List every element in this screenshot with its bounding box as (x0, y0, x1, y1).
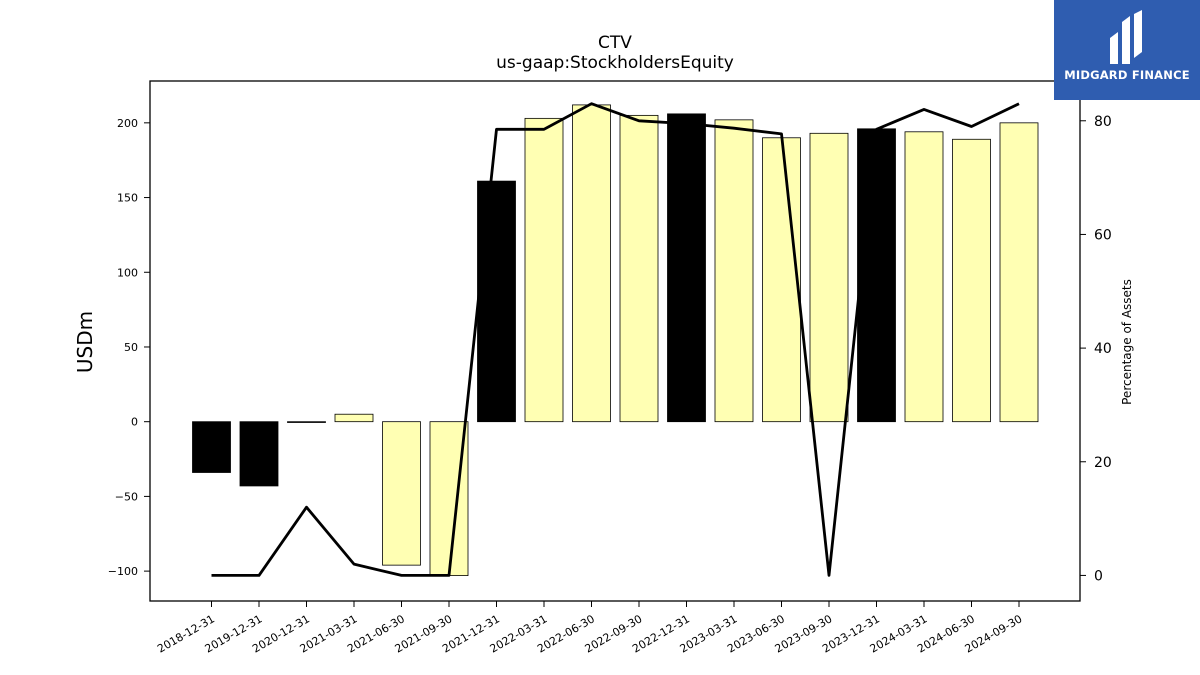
bar (857, 128, 896, 423)
y-tick-label: −100 (108, 565, 138, 578)
y-tick-label: 0 (131, 416, 138, 429)
y-tick-label: 150 (117, 192, 138, 205)
y-tick-label: −50 (115, 490, 138, 503)
y2-tick-label: 0 (1094, 568, 1103, 584)
y2-tick-label: 60 (1094, 227, 1112, 243)
midgard-finance-logo: MIDGARD FINANCE (1054, 0, 1200, 100)
bar (904, 131, 944, 423)
y2-tick-label: 80 (1094, 114, 1112, 130)
logo-mark-icon (1110, 10, 1142, 64)
y2-axis-label: Percentage of Assets (1120, 279, 1134, 405)
bar (524, 117, 564, 423)
chart-title: CTV (598, 33, 632, 53)
percentage-line (211, 102, 1020, 577)
bar (572, 104, 611, 423)
line-layer (211, 102, 1020, 577)
bar (952, 138, 991, 423)
logo-text: MIDGARD FINANCE (1064, 68, 1190, 82)
y-tick-label: 50 (124, 341, 138, 354)
bar (667, 113, 706, 423)
bar (999, 122, 1039, 423)
bar (287, 421, 326, 423)
y2-tick-label: 20 (1094, 455, 1112, 471)
chart-subtitle: us-gaap:StockholdersEquity (496, 53, 734, 73)
y-tick-label: 200 (117, 117, 138, 130)
bar (714, 119, 754, 423)
bar (334, 413, 374, 423)
bar (809, 132, 849, 423)
bars-layer (192, 104, 1039, 576)
bar (239, 421, 279, 487)
bar (192, 421, 231, 473)
plot-frame (149, 80, 1081, 602)
y2-tick-label: 40 (1094, 341, 1112, 357)
y-axis-label: USDm (73, 311, 97, 373)
bar (382, 421, 421, 566)
bar (477, 180, 516, 423)
y-tick-label: 100 (117, 266, 138, 279)
bar (762, 137, 801, 423)
bar (619, 114, 659, 423)
